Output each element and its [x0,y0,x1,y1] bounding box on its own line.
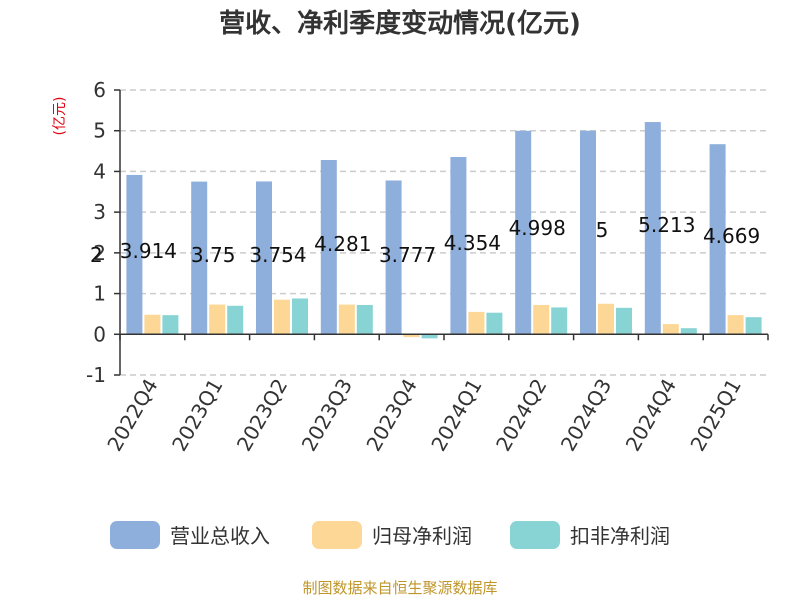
legend-label: 营业总收入 [170,524,270,548]
bar-net-profit [727,315,744,335]
data-label: 4.281 [314,232,371,256]
bars [126,122,762,339]
x-tick-label: 2024Q1 [426,375,486,456]
data-label: 3.75 [191,243,236,267]
bar-net-profit [533,304,550,335]
bar-revenue [450,157,467,335]
y-tick-label: 6 [93,78,106,102]
legend-item: 归母净利润 [312,521,472,549]
legend-swatch [110,521,160,549]
bar-deducted-profit [227,305,244,335]
bar-deducted-profit [680,328,697,335]
bar-deducted-profit [421,334,438,339]
bar-deducted-profit [292,298,308,335]
y-tick-label: -1 [86,363,106,387]
y-tick-label: 3 [93,200,106,224]
x-tick-label: 2023Q3 [297,375,357,456]
bar-net-profit [209,304,226,335]
data-label: 3.914 [120,239,177,263]
x-tick-label: 2025Q1 [685,375,745,456]
y-tick-label: 1 [93,282,106,306]
bar-revenue [191,181,208,335]
bar-net-profit [338,304,355,335]
bar-deducted-profit [486,312,503,335]
legend-item: 扣非净利润 [510,521,670,549]
y-tick-label: 5 [93,119,106,143]
bar-net-profit [274,299,290,335]
data-label: 5 [596,218,609,242]
bar-net-profit [144,314,161,335]
bar-net-profit [598,303,614,335]
legend-swatch [510,521,560,549]
x-tick-label: 2023Q2 [232,375,292,456]
bar-revenue [385,180,402,335]
data-label: 4.354 [444,231,501,255]
bar-deducted-profit [745,317,762,335]
x-tick-label: 2024Q3 [556,375,616,456]
y-axis-label: (亿元) [52,97,68,136]
bar-revenue [256,181,272,335]
y-tick-label: 2 [93,241,106,265]
bar-net-profit [403,334,420,338]
bar-revenue [126,174,143,335]
x-tick-label: 2024Q4 [621,375,681,456]
data-labels: 3.914 3.75 3.754 4.281 3.777 4.354 4.998 5 5.213… [90,213,760,267]
bar-deducted-profit [356,304,373,335]
bar-revenue [515,130,532,335]
data-label-extra: 2 [90,243,103,267]
y-tick-label: 4 [93,159,106,183]
bar-deducted-profit [162,315,179,335]
data-label: 3.777 [379,243,436,267]
chart-title: 营收、净利季度变动情况(亿元) [219,8,581,39]
data-label: 4.669 [703,224,760,248]
x-tick-label: 2023Q4 [361,375,421,456]
x-tick-label: 2023Q1 [167,375,227,456]
data-label: 4.998 [509,216,566,240]
legend-label: 归母净利润 [372,524,472,548]
bar-net-profit [662,324,679,335]
y-tick-label: 0 [93,322,106,346]
bar-revenue [580,130,596,335]
legend: 营业总收入 归母净利润 扣非净利润 [110,521,670,549]
bar-net-profit [468,311,485,335]
legend-label: 扣非净利润 [570,524,670,548]
data-label: 5.213 [638,213,695,237]
legend-swatch [312,521,362,549]
data-label: 3.754 [249,243,306,267]
bar-revenue [644,122,661,335]
bar-revenue [709,144,726,335]
x-tick-label: 2022Q4 [102,375,162,456]
bar-revenue [320,159,337,335]
source-note: 制图数据来自恒生聚源数据库 [302,579,497,597]
bar-deducted-profit [616,307,632,335]
legend-item: 营业总收入 [110,521,270,549]
bar-deducted-profit [551,307,568,335]
x-tick-label: 2024Q2 [491,375,551,456]
